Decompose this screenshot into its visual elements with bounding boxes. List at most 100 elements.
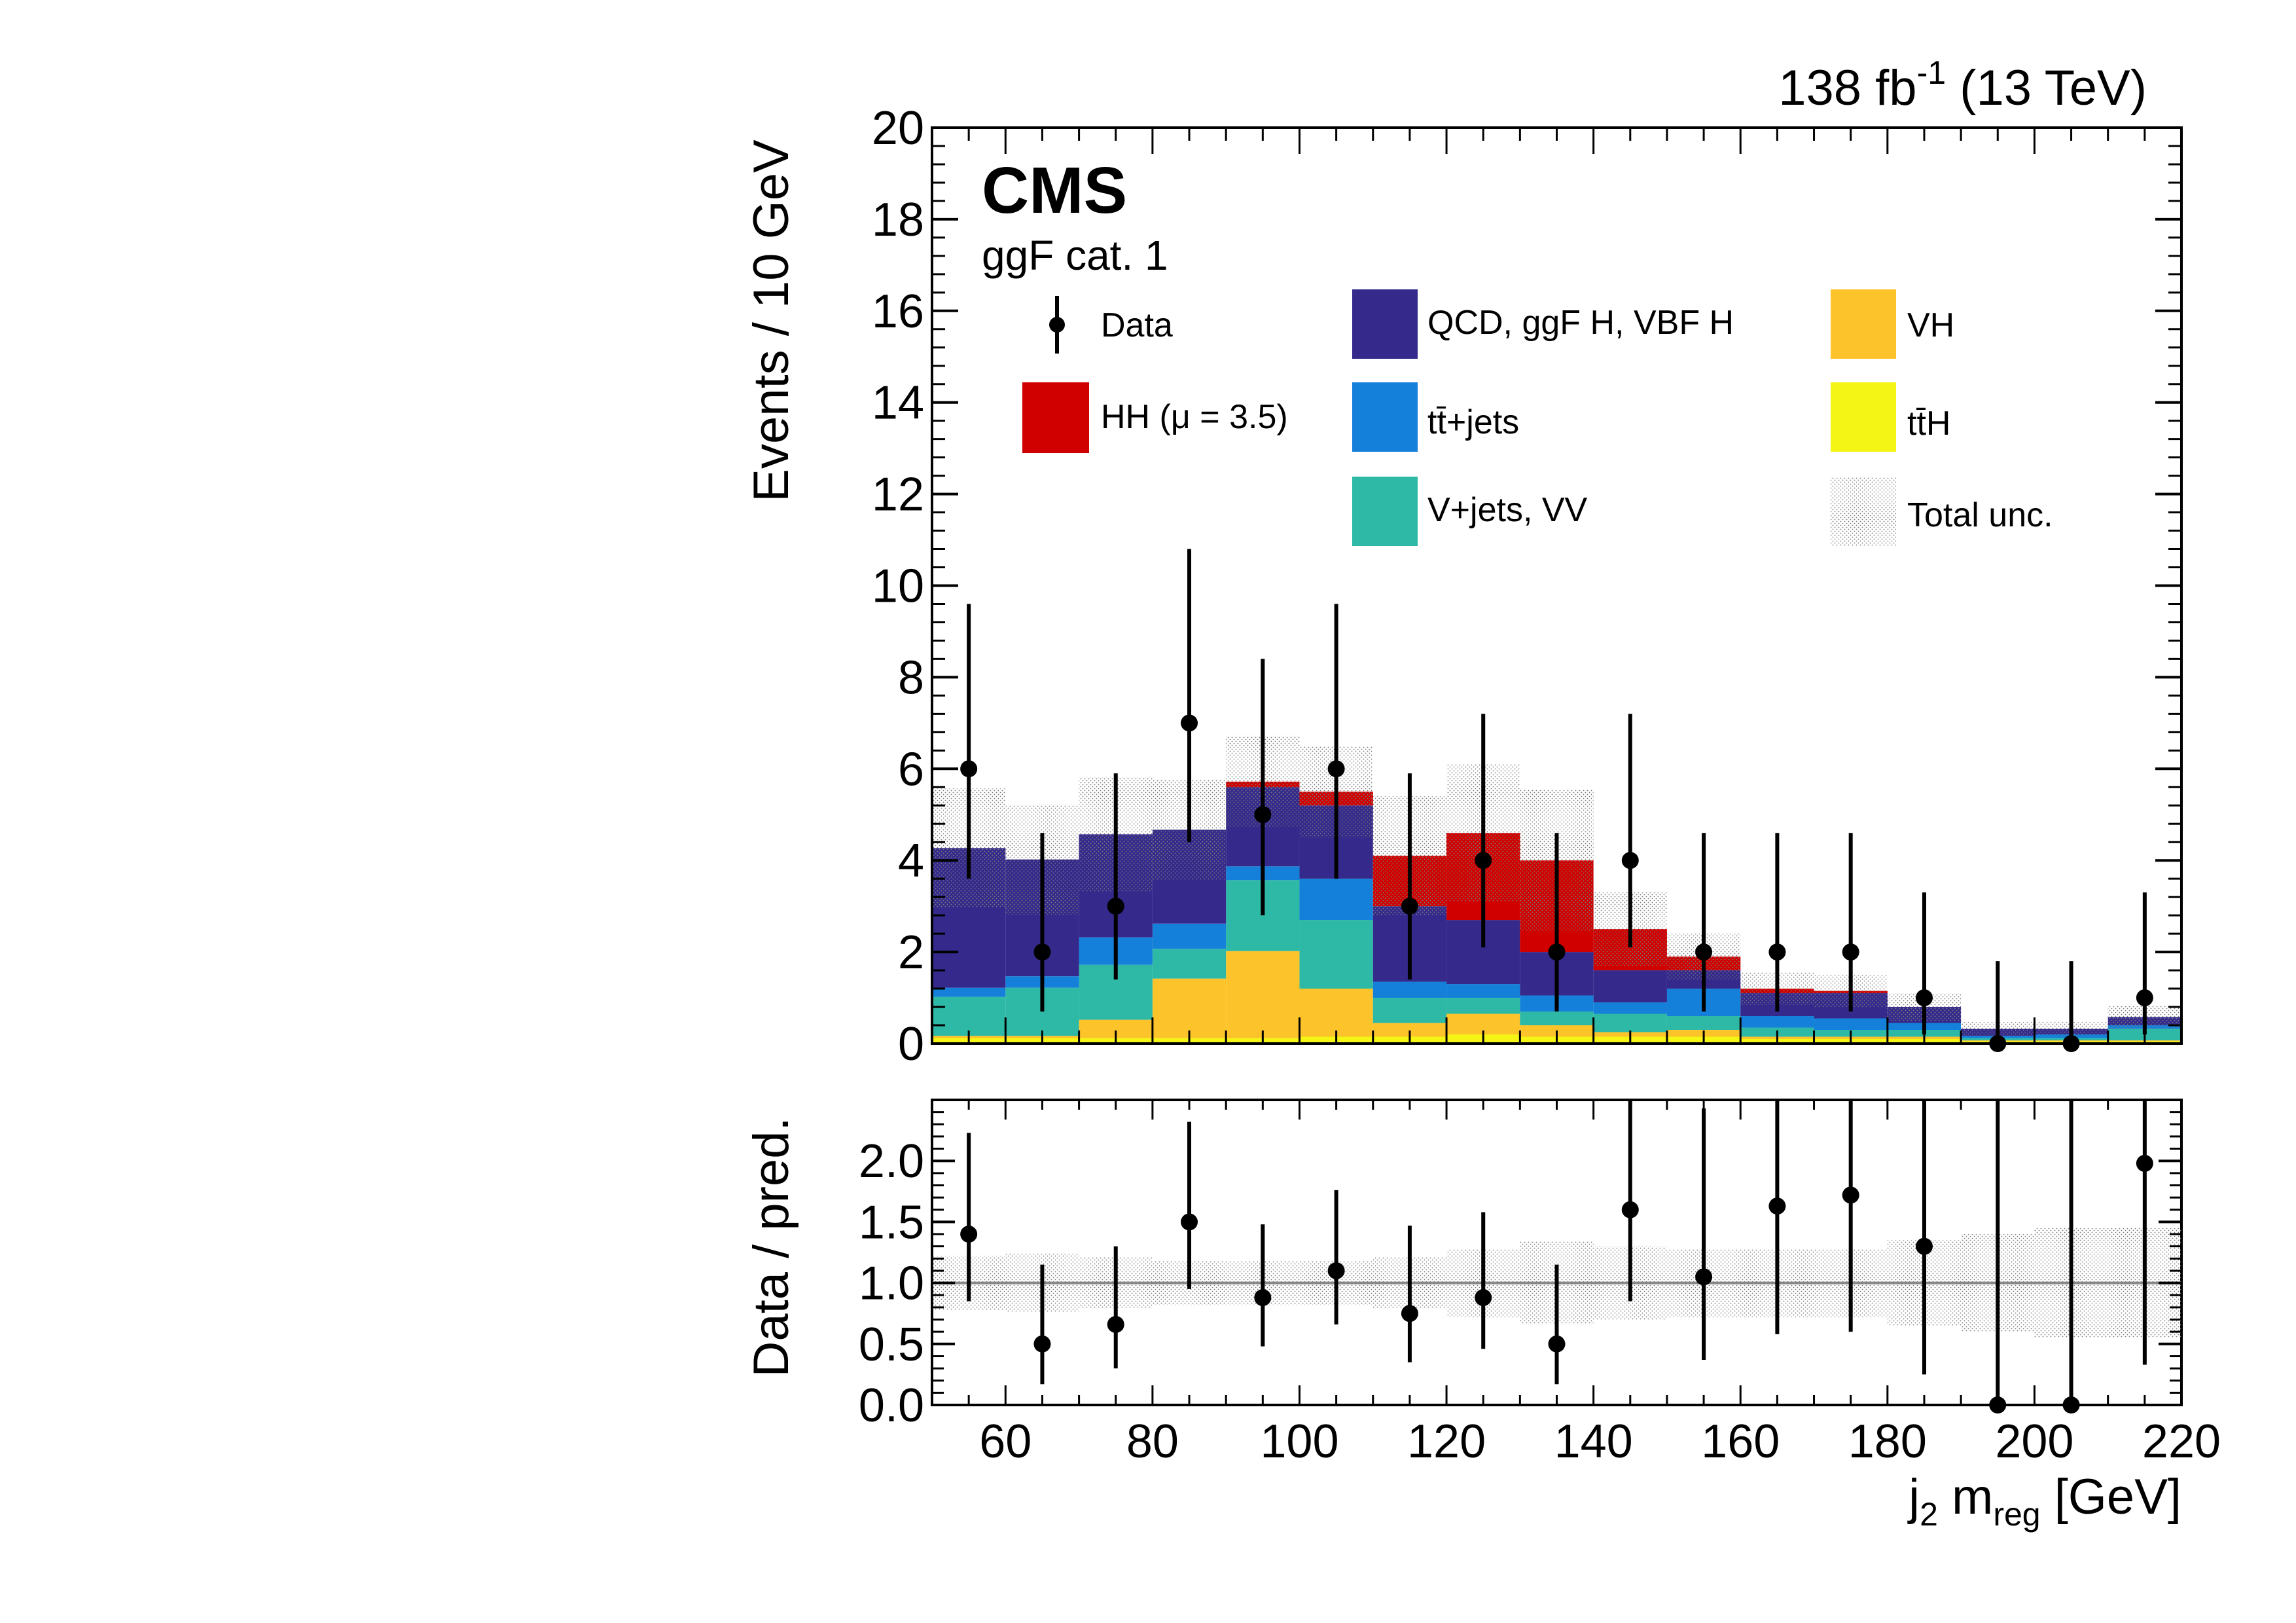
stack-bar-series2-bin10 bbox=[1666, 1016, 1741, 1030]
main-y-tick-label-7: 14 bbox=[872, 377, 924, 429]
legend-label-vh: VH bbox=[1907, 306, 1954, 344]
stack-bar-series2-bin7 bbox=[1446, 998, 1520, 1014]
data-point-16 bbox=[2136, 989, 2153, 1007]
ratio-y-tick-label-1: 0.5 bbox=[859, 1319, 924, 1371]
legend-item-tth: tt̄H bbox=[1831, 382, 1950, 452]
stack-bar-series2-bin5 bbox=[1299, 920, 1373, 989]
ratio-point-9 bbox=[1621, 1201, 1639, 1218]
legend-item-hh: HH (μ = 3.5) bbox=[1022, 382, 1288, 453]
legend-label-data: Data bbox=[1101, 306, 1173, 344]
legend: Data QCD, ggF H, VBF H VH HH (μ = 3.5) t… bbox=[1022, 289, 2053, 546]
ratio-point-13 bbox=[1915, 1237, 1933, 1255]
data-point-13 bbox=[1915, 989, 1933, 1007]
experiment-label: CMS bbox=[982, 154, 1127, 227]
stack-bar-series3-bin9 bbox=[1593, 1002, 1667, 1014]
legend-label-unc: Total unc. bbox=[1907, 496, 2053, 534]
main-y-tick-label-0: 0 bbox=[898, 1018, 924, 1070]
ratio-point-6 bbox=[1401, 1305, 1418, 1322]
stack-bar-series3-bin5 bbox=[1299, 879, 1373, 921]
main-y-axis-title: Events / 10 GeV bbox=[744, 139, 799, 502]
legend-label-hh: HH (μ = 3.5) bbox=[1101, 398, 1288, 436]
legend-label-ttjets: tt̄+jets bbox=[1427, 403, 1519, 441]
x-tick-label-3: 120 bbox=[1407, 1415, 1486, 1468]
legend-item-qcd: QCD, ggF H, VBF H bbox=[1352, 289, 1734, 359]
main-y-tick-label-3: 6 bbox=[898, 743, 924, 795]
legend-swatch-qcd bbox=[1352, 289, 1418, 359]
ratio-point-10 bbox=[1695, 1268, 1713, 1286]
stack-bar-series3-bin3 bbox=[1152, 923, 1227, 949]
ratio-point-8 bbox=[1548, 1335, 1566, 1353]
data-point-8 bbox=[1548, 943, 1566, 961]
ratio-y-tick-label-3: 1.5 bbox=[859, 1196, 924, 1249]
main-y-tick-label-6: 12 bbox=[872, 469, 924, 521]
ratio-point-4 bbox=[1254, 1288, 1272, 1306]
ratio-point-14 bbox=[1989, 1396, 2007, 1413]
stack-bar-series2-bin6 bbox=[1372, 998, 1447, 1023]
ratio-point-2 bbox=[1107, 1315, 1124, 1333]
ratio-point-0 bbox=[960, 1226, 978, 1243]
x-axis-title: j2 mreg [GeV] bbox=[1907, 1469, 2181, 1533]
legend-label-tth: tt̄H bbox=[1907, 405, 1950, 443]
stack-bar-series1-bin6 bbox=[1372, 1023, 1447, 1037]
stack-bar-series3-bin0 bbox=[932, 987, 1006, 997]
ratio-point-7 bbox=[1475, 1288, 1492, 1306]
ratio-point-12 bbox=[1842, 1186, 1859, 1204]
main-panel: 0 2 4 6 8 10 12 14 16 18 20 bbox=[872, 102, 2183, 1070]
category-label: ggF cat. 1 bbox=[982, 232, 1168, 279]
stack-bar-series2-bin9 bbox=[1593, 1013, 1667, 1032]
ratio-point-1 bbox=[1033, 1335, 1051, 1353]
legend-swatch-vh bbox=[1831, 289, 1896, 359]
data-point-12 bbox=[1842, 943, 1859, 961]
x-tick-label-7: 200 bbox=[1995, 1415, 2073, 1468]
stack-bar-series3-bin11 bbox=[1740, 1016, 1814, 1028]
stack-bar-series1-bin3 bbox=[1152, 978, 1227, 1038]
legend-item-unc: Total unc. bbox=[1831, 477, 2053, 546]
x-tick-label-1: 80 bbox=[1126, 1415, 1179, 1468]
legend-swatch-hh bbox=[1022, 382, 1089, 453]
legend-swatch-vjets bbox=[1352, 477, 1418, 546]
luminosity-label: 138 fb-1 (13 TeV) bbox=[1778, 54, 2147, 116]
data-point-3 bbox=[1181, 714, 1198, 732]
x-tick-label-5: 160 bbox=[1701, 1415, 1780, 1468]
legend-swatch-unc bbox=[1831, 477, 1896, 546]
stack-bar-series2-bin0 bbox=[932, 996, 1006, 1036]
x-tick-label-4: 140 bbox=[1554, 1415, 1633, 1468]
ratio-panel: 60 80 100 120 140 160 180 200 220 0.0 0.5 1.0 1.5 2.0 bbox=[859, 1099, 2221, 1468]
data-point-5 bbox=[1327, 760, 1345, 778]
ratio-point-3 bbox=[1181, 1213, 1198, 1231]
data-point-2 bbox=[1107, 898, 1124, 915]
legend-swatch-tth bbox=[1831, 382, 1896, 452]
ratio-point-16 bbox=[2136, 1154, 2153, 1172]
stack-bar-series1-bin5 bbox=[1299, 989, 1373, 1037]
ratio-y-tick-label-4: 2.0 bbox=[859, 1135, 924, 1188]
legend-label-qcd: QCD, ggF H, VBF H bbox=[1427, 304, 1734, 342]
ratio-point-11 bbox=[1768, 1197, 1786, 1215]
stack-bar-series3-bin6 bbox=[1372, 981, 1447, 998]
main-y-tick-label-9: 18 bbox=[872, 194, 924, 246]
main-y-tick-label-1: 2 bbox=[898, 926, 924, 979]
ratio-point-5 bbox=[1327, 1262, 1345, 1279]
stack-bar-series2-bin8 bbox=[1520, 1012, 1594, 1026]
data-point-0 bbox=[960, 760, 978, 778]
legend-item-vh: VH bbox=[1831, 289, 1954, 359]
legend-label-vjets: V+jets, VV bbox=[1427, 491, 1588, 529]
x-tick-label-8: 220 bbox=[2142, 1415, 2221, 1468]
ratio-y-tick-label-2: 1.0 bbox=[859, 1258, 924, 1310]
stack-bar-series4-bin9 bbox=[1593, 970, 1667, 1003]
data-point-6 bbox=[1401, 898, 1418, 915]
stack-bar-series2-bin3 bbox=[1152, 949, 1227, 979]
x-tick-label-6: 180 bbox=[1848, 1415, 1927, 1468]
x-tick-label-2: 100 bbox=[1260, 1415, 1338, 1468]
ratio-y-axis-title: Data / pred. bbox=[744, 1117, 799, 1377]
legend-item-vjets: V+jets, VV bbox=[1352, 477, 1588, 546]
main-y-tick-label-8: 16 bbox=[872, 285, 924, 338]
data-point-4 bbox=[1254, 806, 1272, 824]
stack-bar-series3-bin7 bbox=[1446, 984, 1520, 998]
data-point-11 bbox=[1768, 943, 1786, 961]
stack-bar-series3-bin12 bbox=[1814, 1018, 1888, 1030]
main-y-tick-label-10: 20 bbox=[872, 102, 924, 155]
ratio-point-15 bbox=[2062, 1396, 2080, 1413]
legend-item-ttjets: tt̄+jets bbox=[1352, 382, 1519, 452]
legend-swatch-ttjets bbox=[1352, 382, 1418, 452]
